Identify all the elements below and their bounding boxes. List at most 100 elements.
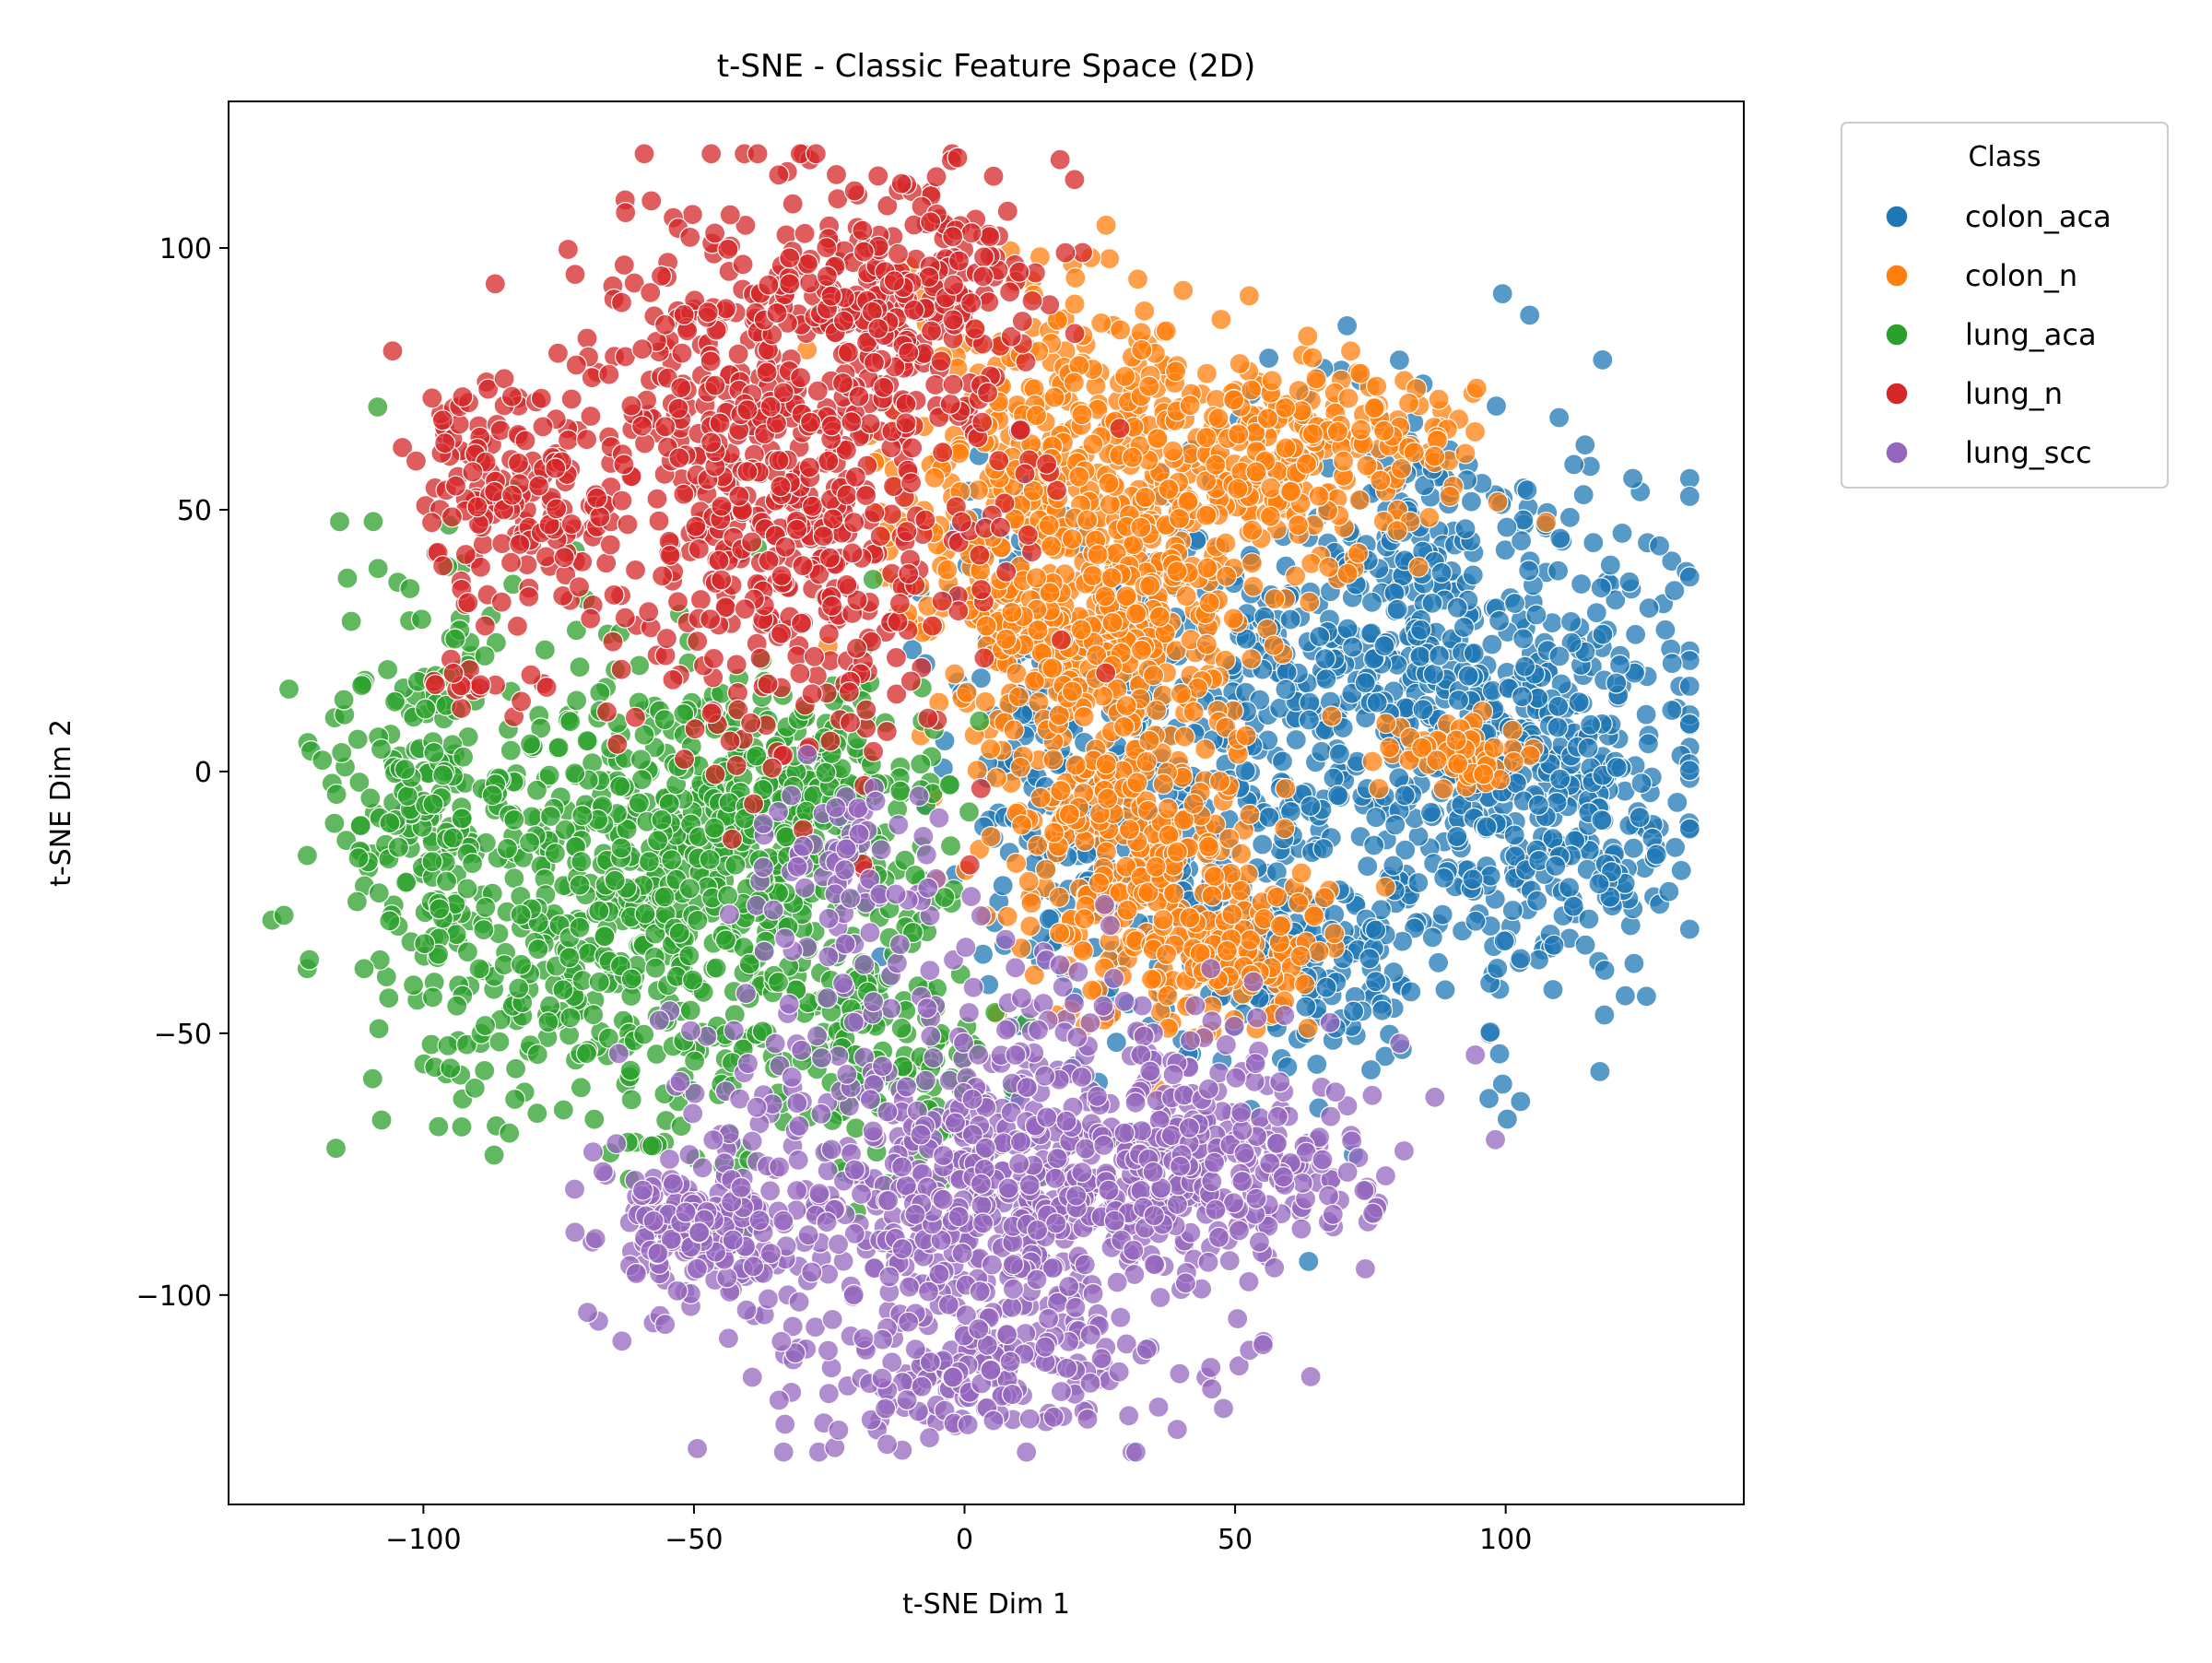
data-point-lung_aca [703, 817, 725, 839]
data-point-lung_aca [544, 843, 567, 865]
data-point-colon_n [1245, 461, 1267, 483]
data-point-colon_n [1095, 753, 1117, 775]
data-point-lung_n [796, 253, 819, 275]
data-point-colon_n [996, 905, 1018, 927]
data-point-lung_aca [564, 762, 586, 784]
data-point-colon_n [966, 760, 988, 782]
data-point-lung_aca [359, 787, 382, 809]
data-point-colon_n [1305, 368, 1327, 390]
data-point-lung_n [930, 350, 952, 372]
data-point-colon_n [1336, 562, 1359, 584]
data-point-lung_n [689, 588, 712, 611]
data-point-colon_aca [1678, 485, 1700, 508]
data-point-colon_n [1439, 485, 1461, 508]
data-point-lung_aca [681, 969, 704, 991]
data-point-colon_n [1142, 665, 1165, 687]
data-point-colon_aca [1295, 996, 1317, 1018]
data-point-lung_aca [442, 827, 465, 849]
data-point-colon_aca [1434, 979, 1456, 1001]
data-point-lung_n [979, 226, 1001, 248]
data-point-lung_aca [277, 678, 300, 701]
data-point-lung_n [640, 281, 662, 303]
data-point-colon_aca [1306, 1053, 1328, 1076]
data-point-lung_aca [583, 1108, 606, 1130]
data-point-lung_aca [428, 1115, 450, 1138]
data-point-lung_aca [938, 773, 960, 796]
data-point-colon_aca [1623, 952, 1645, 974]
data-point-colon_aca [1371, 999, 1394, 1021]
data-point-colon_aca [1512, 628, 1535, 650]
data-point-colon_aca [1510, 948, 1532, 970]
data-point-lung_aca [371, 1109, 393, 1131]
data-point-colon_n [1030, 786, 1052, 808]
data-point-colon_aca [1568, 690, 1590, 714]
data-point-colon_aca [1547, 407, 1571, 429]
data-point-colon_aca [1545, 855, 1567, 878]
data-point-lung_aca [683, 1050, 706, 1072]
data-point-lung_n [942, 309, 964, 331]
data-point-colon_aca [1357, 855, 1379, 878]
data-point-colon_n [974, 690, 996, 713]
data-point-lung_n [973, 647, 995, 669]
data-point-lung_n [806, 380, 829, 402]
data-point-colon_aca [1559, 506, 1582, 528]
data-point-colon_n [1386, 520, 1408, 542]
data-point-colon_aca [1503, 592, 1526, 615]
data-point-lung_n [1049, 148, 1071, 171]
data-point-colon_aca [1542, 978, 1564, 1001]
data-point-lung_aca [576, 729, 598, 752]
data-point-colon_n [1403, 442, 1425, 464]
data-point-lung_aca [724, 854, 747, 876]
data-point-colon_n [995, 628, 1018, 650]
data-point-lung_n [617, 513, 639, 536]
data-point-lung_aca [714, 929, 737, 951]
data-point-lung_n [821, 595, 843, 618]
data-point-lung_aca [437, 1034, 459, 1057]
data-point-colon_aca [1549, 527, 1571, 549]
data-point-colon_n [1042, 749, 1065, 771]
data-point-colon_n [1239, 929, 1262, 951]
data-point-lung_n [624, 559, 647, 582]
data-point-lung_n [747, 143, 769, 165]
data-point-lung_aca [510, 903, 532, 926]
data-point-lung_aca [421, 986, 444, 1008]
data-point-colon_n [1289, 945, 1312, 967]
data-point-colon_aca [1485, 395, 1508, 418]
data-point-lung_aca [499, 1122, 521, 1144]
data-point-lung_n [792, 555, 814, 577]
data-point-lung_n [969, 544, 991, 566]
data-point-colon_aca [1592, 348, 1614, 371]
data-point-colon_n [1073, 705, 1095, 728]
data-point-colon_n [1112, 715, 1135, 738]
data-point-colon_aca [1579, 714, 1602, 736]
data-point-colon_aca [1335, 314, 1359, 336]
data-point-lung_aca [432, 764, 454, 786]
data-point-colon_aca [1257, 347, 1280, 370]
data-point-colon_n [1287, 513, 1310, 537]
data-point-colon_aca [1621, 467, 1644, 489]
data-point-colon_n [1348, 489, 1371, 512]
data-point-colon_n [1058, 803, 1081, 825]
data-point-lung_n [759, 395, 782, 418]
data-point-lung_n [989, 516, 1012, 538]
data-point-lung_n [659, 544, 681, 567]
data-point-lung_n [903, 299, 925, 321]
data-point-lung_n [668, 447, 690, 469]
data-point-colon_aca [1549, 768, 1571, 790]
data-point-lung_n [1021, 289, 1043, 312]
data-point-colon_aca [1300, 795, 1322, 818]
data-point-colon_n [1025, 405, 1048, 427]
data-point-lung_n [883, 270, 905, 292]
data-point-lung_aca [939, 835, 962, 857]
data-point-lung_n [812, 525, 835, 548]
data-point-colon_n [1300, 552, 1323, 574]
data-point-lung_n [771, 564, 793, 587]
data-point-colon_n [1418, 506, 1441, 528]
data-point-colon_aca [1606, 672, 1628, 694]
data-point-lung_aca [575, 1043, 598, 1065]
data-point-lung_n [789, 662, 811, 685]
data-point-lung_n [732, 254, 754, 276]
data-point-colon_n [1026, 834, 1049, 856]
data-point-lung_n [939, 393, 961, 415]
data-point-lung_n [766, 301, 788, 324]
